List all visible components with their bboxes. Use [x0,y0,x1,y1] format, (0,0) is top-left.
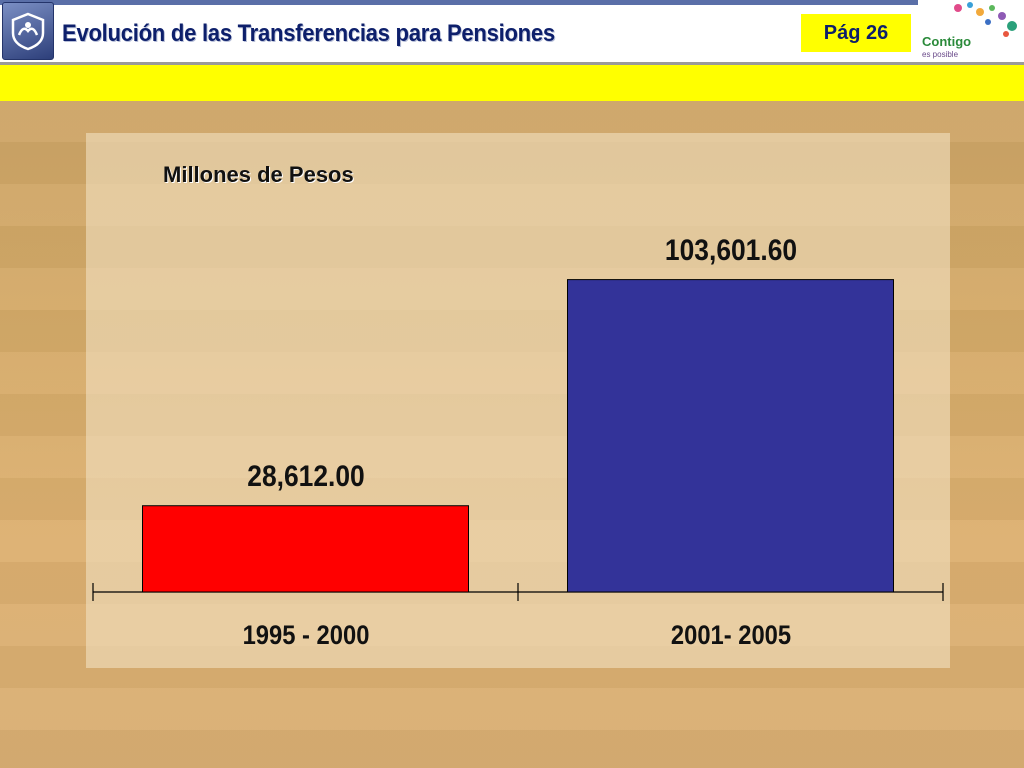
bar [142,505,469,593]
x-tick-label: 2001- 2005 [670,620,791,650]
bar [567,279,894,593]
header-top-stripe [0,0,920,5]
contigo-logo-icon: Contigo es posible [918,0,1024,64]
yellow-band [0,65,1024,101]
brand-subtext: es posible [922,50,959,59]
page-number-badge: Pág 26 [801,14,911,52]
x-tick-label: 1995 - 2000 [242,620,369,650]
page-title: Evolución de las Transferencias para Pen… [62,20,555,47]
hands-shield-logo-icon [2,2,54,60]
bar-value-label: 28,612.00 [246,459,365,493]
slide-header: Evolución de las Transferencias para Pen… [0,0,1024,64]
header-divider [0,62,1024,65]
chart-subtitle: Millones de Pesos [163,162,354,187]
bar-value-label: 103,601.60 [664,233,797,267]
brand-text: Contigo [922,34,972,49]
